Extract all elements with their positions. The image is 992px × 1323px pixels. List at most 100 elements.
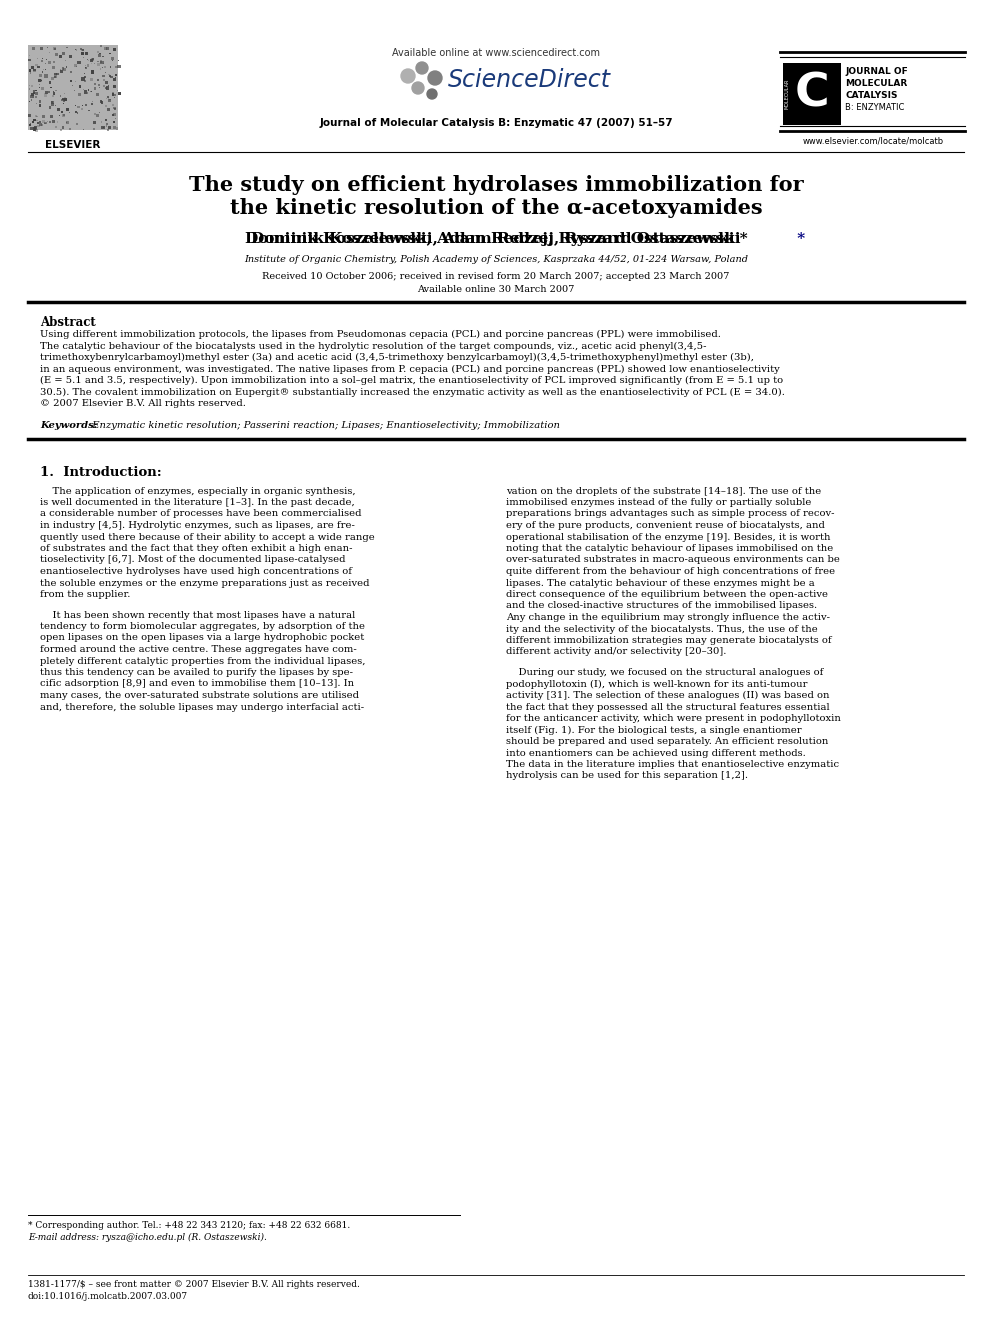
Text: Dominik Koszelewski, Adam Redzej, Ryszard Ostaszewski *: Dominik Koszelewski, Adam Redzej, Ryszar… [245, 232, 747, 246]
Bar [39, 120, 41, 123]
Bar [49, 122, 51, 123]
Text: The catalytic behaviour of the biocatalysts used in the hydrolytic resolution of: The catalytic behaviour of the biocataly… [40, 341, 706, 351]
Bar [52, 66, 56, 69]
Bar [45, 62, 47, 65]
Text: Using different immobilization protocols, the lipases from Pseudomonas cepacia (: Using different immobilization protocols… [40, 329, 721, 339]
Bar [88, 90, 89, 91]
Bar [117, 65, 121, 67]
Bar [32, 85, 34, 87]
Bar [83, 77, 85, 78]
Bar [52, 101, 55, 105]
Bar [98, 54, 101, 57]
Bar [31, 99, 33, 101]
Bar [62, 67, 65, 71]
Bar [54, 75, 57, 78]
Text: The data in the literature implies that enantioselective enzymatic: The data in the literature implies that … [506, 759, 839, 769]
Text: ity and the selectivity of the biocatalysts. Thus, the use of the: ity and the selectivity of the biocataly… [506, 624, 817, 634]
Bar [104, 66, 106, 67]
Bar [29, 114, 31, 116]
Bar [32, 120, 34, 123]
Bar [39, 74, 42, 77]
Bar [62, 111, 63, 112]
Bar [36, 90, 37, 91]
Bar [105, 82, 108, 85]
Bar [105, 105, 107, 107]
Bar [109, 99, 110, 101]
Text: direct consequence of the equilibrium between the open-active: direct consequence of the equilibrium be… [506, 590, 828, 599]
Text: 30.5). The covalent immobilization on Eupergit® substantially increased the enzy: 30.5). The covalent immobilization on Eu… [40, 388, 785, 397]
Text: activity [31]. The selection of these analogues (II) was based on: activity [31]. The selection of these an… [506, 691, 829, 700]
Bar [38, 122, 40, 124]
Bar [83, 57, 84, 58]
Text: Abstract: Abstract [40, 316, 96, 329]
Text: enantioselective hydrolyses have used high concentrations of: enantioselective hydrolyses have used hi… [40, 568, 352, 576]
Text: tioselectivity [6,7]. Most of the documented lipase-catalysed: tioselectivity [6,7]. Most of the docume… [40, 556, 345, 565]
Bar [103, 79, 105, 81]
Text: ScienceDirect: ScienceDirect [448, 67, 611, 93]
Bar [62, 99, 63, 101]
Bar [30, 124, 31, 126]
Text: cific adsorption [8,9] and even to immobilise them [10–13]. In: cific adsorption [8,9] and even to immob… [40, 680, 354, 688]
Text: thus this tendency can be availed to purify the lipases by spe-: thus this tendency can be availed to pur… [40, 668, 353, 677]
Bar [60, 95, 62, 97]
Bar [38, 124, 40, 127]
Bar [95, 114, 99, 116]
Bar [39, 105, 41, 107]
Bar [96, 93, 99, 95]
Bar [58, 108, 60, 111]
Text: © 2007 Elsevier B.V. All rights reserved.: © 2007 Elsevier B.V. All rights reserved… [40, 400, 246, 407]
Bar [109, 74, 111, 77]
Bar [783, 64, 841, 124]
Bar [99, 53, 100, 54]
Bar [112, 112, 116, 116]
Text: Available online at www.sciencedirect.com: Available online at www.sciencedirect.co… [392, 48, 600, 58]
Bar [34, 69, 37, 71]
Bar [106, 98, 107, 99]
Bar [106, 128, 109, 131]
Bar [36, 116, 38, 118]
Bar [76, 49, 77, 50]
Text: into enantiomers can be achieved using different methods.: into enantiomers can be achieved using d… [506, 749, 806, 758]
Bar [81, 77, 85, 81]
Text: preparations brings advantages such as simple process of recov-: preparations brings advantages such as s… [506, 509, 834, 519]
Bar [112, 93, 114, 95]
Text: www.elsevier.com/locate/molcatb: www.elsevier.com/locate/molcatb [803, 138, 943, 146]
Text: Dominik Koszelewski, Adam Redzej, Ryszard Ostaszewski: Dominik Koszelewski, Adam Redzej, Ryszar… [251, 232, 741, 246]
Bar [60, 69, 62, 71]
Bar [98, 83, 100, 86]
Bar [93, 122, 96, 124]
Text: MOLECULAR: MOLECULAR [785, 79, 790, 110]
Text: It has been shown recently that most lipases have a natural: It has been shown recently that most lip… [40, 610, 355, 619]
Bar [112, 122, 115, 123]
Bar [106, 123, 108, 124]
Bar [91, 58, 94, 60]
Bar [117, 60, 119, 61]
Bar [100, 61, 103, 64]
Bar [69, 70, 72, 73]
Text: MOLECULAR: MOLECULAR [845, 79, 908, 89]
Bar [55, 73, 57, 75]
Bar [51, 115, 54, 118]
Bar [81, 49, 83, 52]
Text: C: C [795, 71, 829, 116]
Bar [103, 85, 105, 86]
Bar [90, 78, 93, 81]
Text: JOURNAL OF: JOURNAL OF [845, 67, 908, 75]
Bar [53, 93, 56, 94]
Text: hydrolysis can be used for this separation [1,2].: hydrolysis can be used for this separati… [506, 771, 748, 781]
Bar [33, 91, 35, 94]
Bar [48, 61, 51, 64]
Bar [29, 69, 31, 71]
Bar [115, 66, 117, 69]
Bar [113, 107, 116, 108]
Text: quite different from the behaviour of high concentrations of free: quite different from the behaviour of hi… [506, 568, 835, 576]
Bar [113, 85, 115, 87]
Bar [41, 60, 43, 62]
Bar [69, 128, 71, 130]
Bar [49, 52, 50, 53]
Circle shape [412, 82, 424, 94]
Bar [113, 94, 116, 97]
Bar [45, 91, 48, 94]
Bar [70, 79, 72, 82]
Bar [109, 53, 111, 54]
